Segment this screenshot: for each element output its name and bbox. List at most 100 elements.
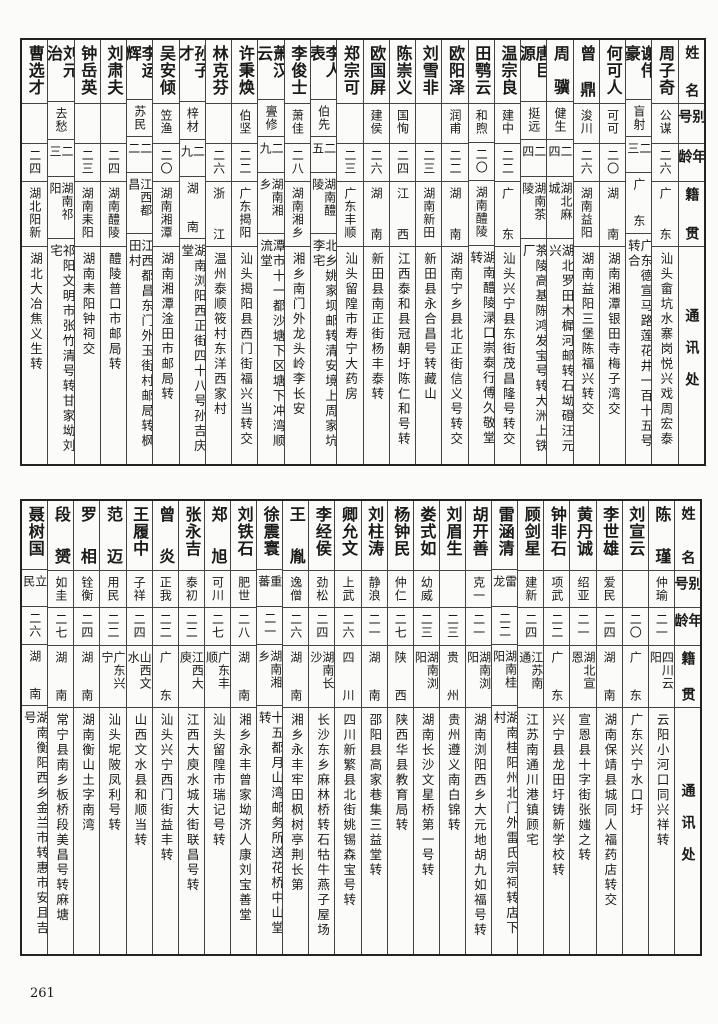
alias-cell: 仲仁 bbox=[387, 571, 413, 608]
address-text: 湖南益阳三堡陈福兴转交 bbox=[579, 252, 595, 417]
age-text: 二四 bbox=[523, 613, 538, 639]
alias-cell: 雷龙 bbox=[492, 570, 518, 608]
age-text: 二三 bbox=[80, 149, 95, 175]
age-text: 二一 bbox=[654, 613, 669, 639]
native-cell: 广东 bbox=[626, 173, 652, 234]
age-cell: 二二 bbox=[544, 608, 570, 646]
address-cell: 湘乡永丰曾家坳济人康刘宝善堂 bbox=[231, 708, 256, 954]
name-text: 欧阳泽 bbox=[445, 45, 465, 96]
age-text: 二二 bbox=[158, 613, 173, 639]
age-text: 二四 bbox=[27, 149, 42, 175]
native-cell: 湖南醴陵 bbox=[311, 173, 337, 234]
alias-cell bbox=[337, 104, 363, 144]
name-cell: 顾剑星 bbox=[518, 501, 544, 571]
name-cell: 王履中 bbox=[126, 501, 152, 571]
header-native-cell: 籍贯 bbox=[674, 646, 700, 708]
person-column: 吴安倾 笠渔 二〇 湖南湘潭 湖南湘潭淦田市邮局转 bbox=[152, 40, 179, 464]
alias-cell: 可川 bbox=[204, 571, 231, 608]
alias-cell: 正我 bbox=[152, 571, 178, 608]
age-text: 二一 bbox=[471, 613, 486, 639]
name-cell: 周子奇 bbox=[652, 40, 678, 104]
alias-cell: 重蕃 bbox=[257, 570, 283, 608]
address-text: 十五都月山湾邮务所送花桥中山堂转 bbox=[257, 711, 283, 937]
address-text: 湖南衡阳西乡金兰市转惠市安且吉号 bbox=[22, 711, 48, 937]
address-cell: 醴陵普口市邮局转 bbox=[101, 247, 126, 464]
age-text: 二一 bbox=[262, 612, 277, 639]
native-text: 广东丰顺 bbox=[342, 187, 357, 239]
alias-text: 公谋 bbox=[658, 109, 673, 135]
name-cell: 陈瑾 bbox=[648, 501, 674, 571]
age-text: 二五 bbox=[311, 142, 337, 156]
address-text: 湖南湘潭银田寺梅子湾交 bbox=[605, 252, 621, 417]
age-text: 二四 bbox=[395, 149, 410, 175]
age-text: 二一 bbox=[576, 613, 590, 639]
name-text: 聂树国 bbox=[25, 506, 45, 557]
name-cell: 刘雪非 bbox=[416, 40, 442, 104]
person-column: 曾鼎 浚川 二六 湖南益阳 湖南益阳三堡陈福兴转交 bbox=[572, 40, 599, 464]
native-text: 湖南茶陵 bbox=[521, 181, 547, 221]
native-cell: 湖南 bbox=[179, 177, 205, 240]
address-cell: 湘乡南门外龙头岭李长安 bbox=[285, 247, 310, 464]
address-cell: 宣恩县十字街张媸之转 bbox=[570, 708, 595, 954]
address-cell: 湘乡永丰牢田枫树亭荆长第 bbox=[283, 708, 308, 954]
name-cell: 孙子才 bbox=[179, 40, 205, 102]
age-cell: 二六 bbox=[335, 608, 361, 646]
age-cell: 二四 bbox=[100, 144, 127, 182]
address-text: 汕头兴宁县东街茂昌隆号转交 bbox=[500, 252, 516, 447]
alias-cell: 健生 bbox=[547, 102, 573, 141]
native-text: 陕西 bbox=[393, 651, 408, 702]
native-text: 湖南浏阳 bbox=[466, 651, 492, 690]
age-cell: 二四 bbox=[518, 608, 544, 646]
address-text: 陕西华县教育局转 bbox=[393, 713, 409, 833]
native-cell: 湖南 bbox=[599, 182, 626, 247]
name-text: 顾剑星 bbox=[521, 506, 541, 557]
alias-cell: 幼威 bbox=[413, 571, 439, 608]
person-column: 曹选才 二四 湖北阳新 湖北大冶焦义生转 bbox=[22, 40, 48, 464]
native-cell: 广东 bbox=[544, 646, 570, 708]
age-cell: 二〇 bbox=[599, 144, 626, 182]
name-cell: 雷涵清 bbox=[492, 501, 518, 571]
header-address-text: 通讯处 bbox=[679, 783, 696, 879]
native-text: 湖南湘乡 bbox=[257, 649, 283, 689]
address-text: 北乡姚家坝邮转清安境上周家坑李宅 bbox=[311, 238, 337, 449]
native-cell: 湖南 bbox=[48, 646, 74, 708]
address-cell: 潭市十一都沙塘下区塘下冲湾顺流堂 bbox=[258, 234, 283, 464]
age-text: 二二 bbox=[549, 613, 564, 639]
alias-text: 仲仁 bbox=[393, 576, 408, 602]
address-cell: 江西泰和县冠朝圩陈仁和号转 bbox=[390, 247, 415, 464]
address-text: 汕头畲坑水寨岗悦兴戏周宏泰 bbox=[658, 252, 674, 447]
name-text: 段赟 bbox=[51, 506, 71, 565]
native-text: 贵州 bbox=[445, 651, 460, 702]
name-text: 范迈 bbox=[104, 506, 124, 565]
age-text: 二四 bbox=[132, 613, 147, 639]
alias-cell: 伯先 bbox=[311, 100, 337, 138]
address-cell: 汕头坭陂凤利号转 bbox=[100, 708, 125, 954]
native-cell: 湖北宣恩 bbox=[570, 646, 596, 708]
age-text: 二二 bbox=[184, 613, 199, 639]
person-column: 陈崇义 国恂 二四 江西 江西泰和县冠朝圩陈仁和号转 bbox=[388, 40, 416, 464]
native-cell: 湖南浏阳 bbox=[413, 646, 439, 708]
person-column: 刘肃夫 二四 湖南醴陵 醴陵普口市邮局转 bbox=[99, 40, 127, 464]
address-cell: 汕头兴宁县东街茂昌隆号转交 bbox=[495, 247, 520, 464]
native-cell: 湖南浏阳 bbox=[466, 646, 492, 708]
alias-cell: 挺远 bbox=[521, 102, 547, 141]
person-column: 钟非石 项武 二二 广东 兴宁县龙田圩铸新学校转 bbox=[543, 501, 570, 954]
alias-cell: 国恂 bbox=[389, 104, 416, 144]
alias-text: 可可 bbox=[605, 109, 620, 135]
person-column: 王履中 子祥 二四 山西文水 山西文水县和顺当转 bbox=[125, 501, 152, 954]
name-cell: 温宗良 bbox=[494, 40, 521, 104]
name-cell: 徐震寰 bbox=[257, 501, 283, 571]
native-cell: 山西文水 bbox=[126, 646, 152, 708]
native-cell: 广东 bbox=[622, 646, 648, 708]
address-cell: 长沙东乡麻林桥转石牯牛燕子屋场 bbox=[309, 708, 334, 954]
person-column: 顾剑星 建新 二四 江苏南通 江苏南通川港镇顾宅 bbox=[517, 501, 544, 954]
address-cell: 湖南宁乡县北正街信义号转交 bbox=[442, 247, 467, 464]
address-cell: 山西文水县和顺当转 bbox=[127, 708, 152, 954]
alias-text: 仲瑜 bbox=[654, 576, 669, 602]
native-cell: 湖南湘乡 bbox=[258, 173, 284, 234]
alias-text: 用民 bbox=[106, 576, 121, 602]
address-cell: 湖南浏阳西乡大元地胡九如福号转 bbox=[466, 708, 491, 954]
name-text: 雷涵清 bbox=[495, 506, 515, 557]
person-column: 范迈 用民 二二 广东兴宁 汕头坭陂凤利号转 bbox=[99, 501, 126, 954]
native-cell: 湖南耒阳 bbox=[74, 182, 100, 247]
